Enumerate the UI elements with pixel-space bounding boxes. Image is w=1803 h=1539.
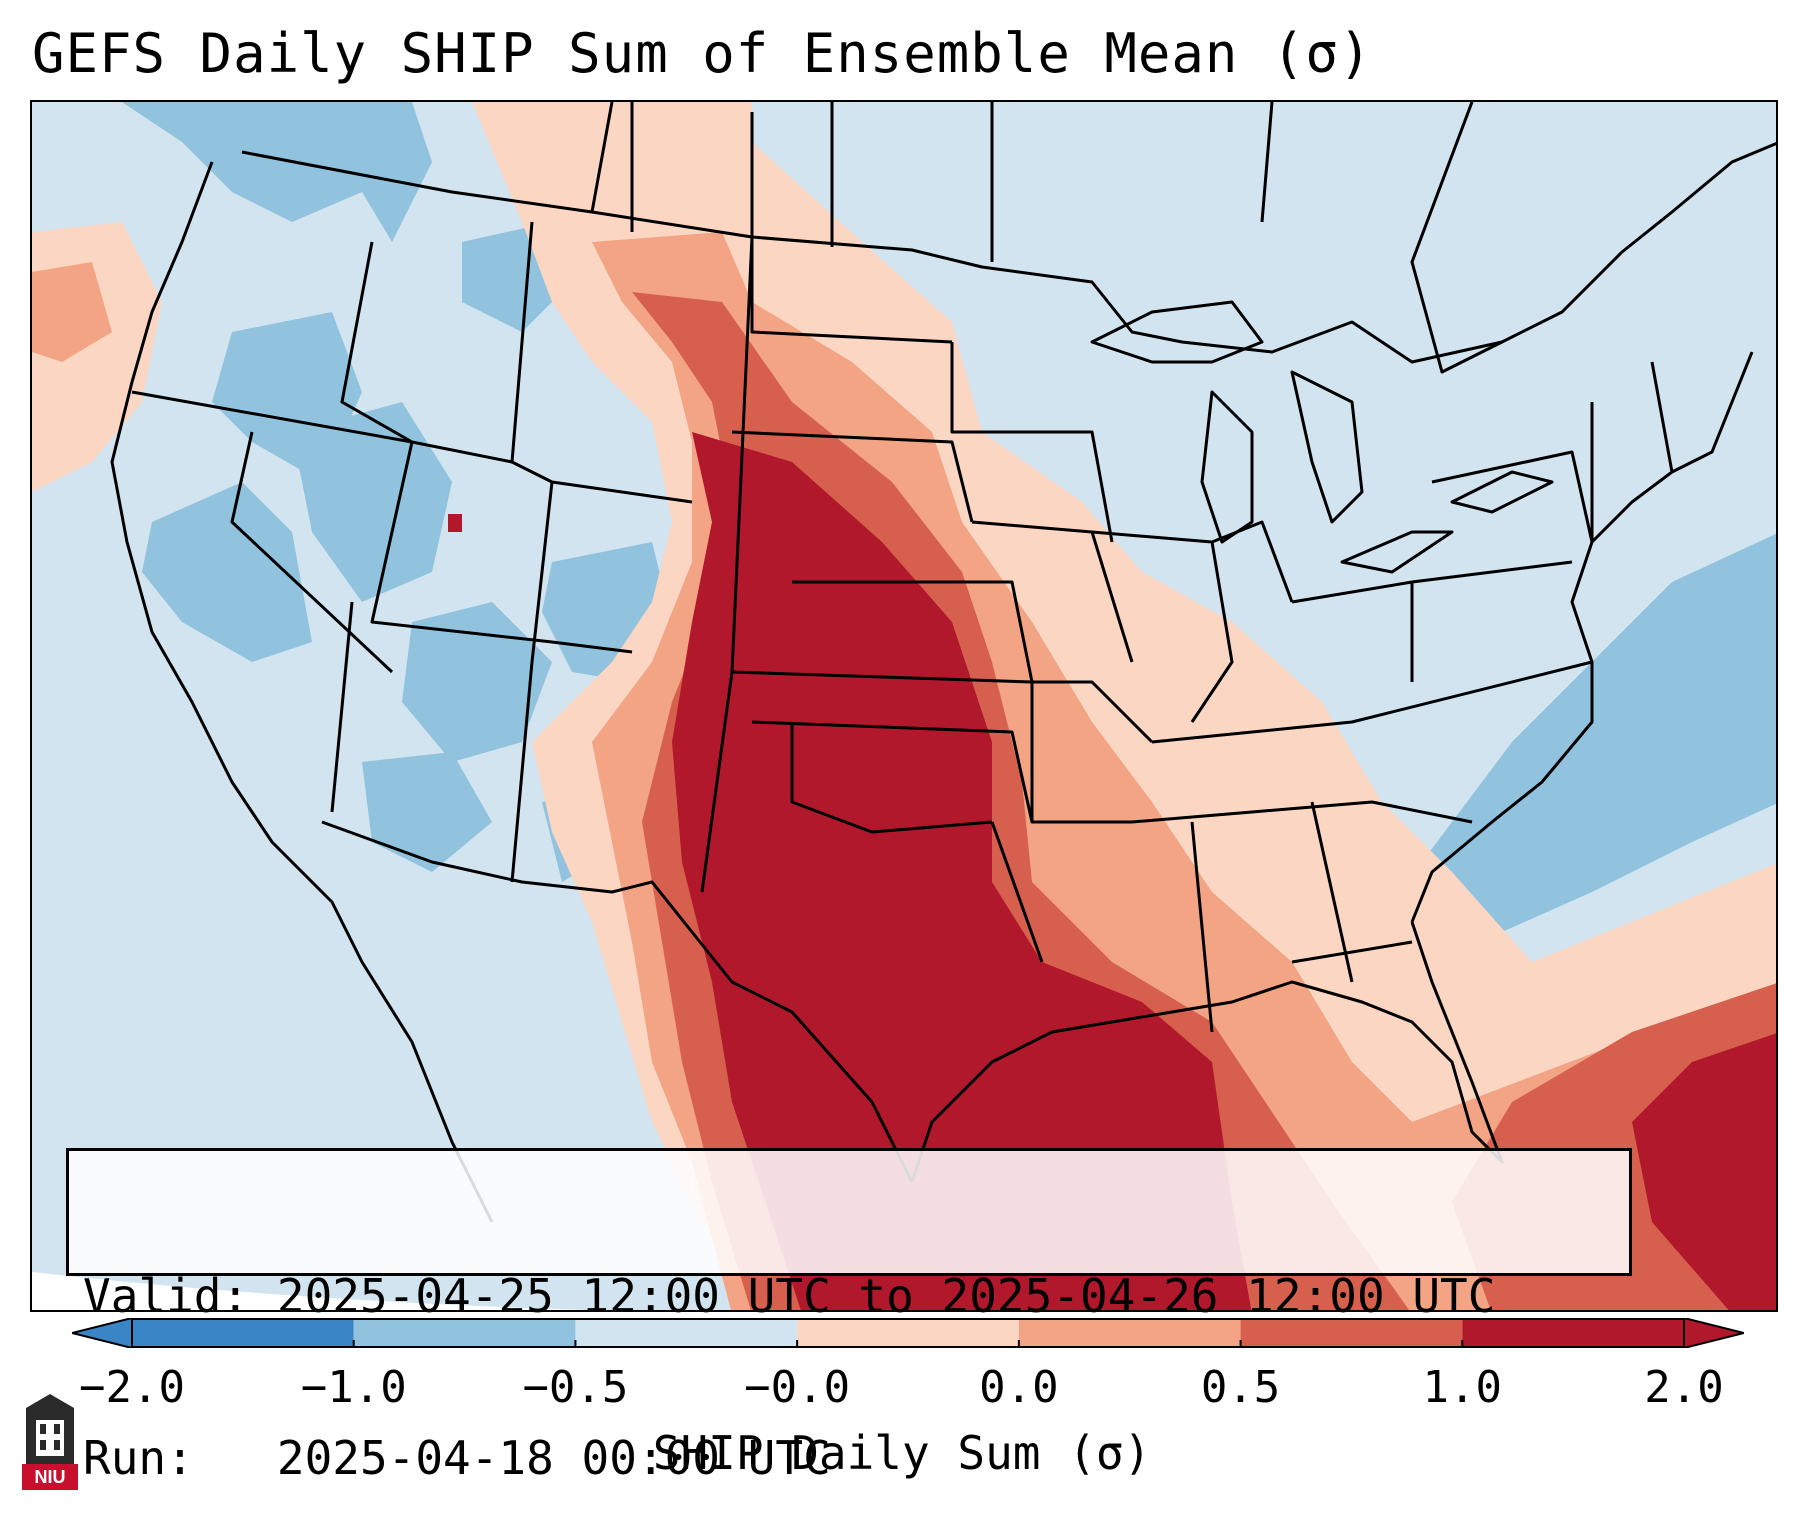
colorbar-segment (797, 1318, 1019, 1348)
positive-anomaly-extreme (672, 432, 1252, 1310)
run-label: Run: (83, 1431, 250, 1485)
validity-info-box: Valid: 2025-04-25 12:00 UTC to 2025-04-2… (66, 1148, 1632, 1485)
colorbar-tick-label: 0.5 (1200, 1362, 1281, 1413)
colorbar-tick-label: −2.0 (79, 1362, 185, 1413)
castle-icon (26, 1394, 74, 1464)
colorbar-segment (353, 1318, 576, 1348)
colorbar-tick-label: −0.5 (522, 1362, 629, 1413)
map-panel (30, 100, 1778, 1312)
colorbar-segment (132, 1318, 354, 1348)
map-title: GEFS Daily SHIP Sum of Ensemble Mean (σ) (32, 22, 1373, 85)
colorbar-tick-label: −1.0 (300, 1362, 407, 1413)
colorbar-extend-low (72, 1318, 133, 1348)
colorbar-segment (575, 1318, 798, 1348)
isolated-anomaly-pixel (448, 514, 462, 532)
colorbar-segment (1240, 1318, 1463, 1348)
colorbar-extend-high (1683, 1318, 1744, 1348)
colorbar-segment (1018, 1318, 1241, 1348)
pacific-anomaly-medium (32, 262, 112, 362)
colorbar-label: SHIP Daily Sum (σ) (652, 1426, 1152, 1480)
run-value: 2025-04-18 00:00 UTC (276, 1431, 831, 1485)
run-row: Run: 2025-04-18 00:00 UTC (83, 1431, 1615, 1485)
colorbar-segment (1462, 1318, 1684, 1348)
valid-row: Valid: 2025-04-25 12:00 UTC to 2025-04-2… (83, 1269, 1615, 1323)
valid-label: Valid: (83, 1269, 250, 1323)
political-boundaries (110, 102, 1776, 1223)
valid-value: 2025-04-25 12:00 UTC to 2025-04-26 12:00… (276, 1269, 1496, 1323)
positive-anomaly-extreme-caribbean (1632, 1033, 1776, 1310)
colorbar-tick-label: 0.0 (979, 1362, 1059, 1413)
niu-logo: NIU (22, 1392, 78, 1492)
colorbar-tick-label: 2.0 (1644, 1362, 1724, 1413)
colorbar (72, 1318, 1744, 1348)
map-canvas (32, 102, 1776, 1310)
colorbar-frame (131, 1318, 1685, 1348)
colorbar-tick-label: −0.0 (744, 1362, 851, 1413)
colorbar-tick-label: 1.0 (1422, 1362, 1503, 1413)
outside-domain-sw (32, 1272, 588, 1310)
logo-text: NIU (22, 1464, 78, 1490)
